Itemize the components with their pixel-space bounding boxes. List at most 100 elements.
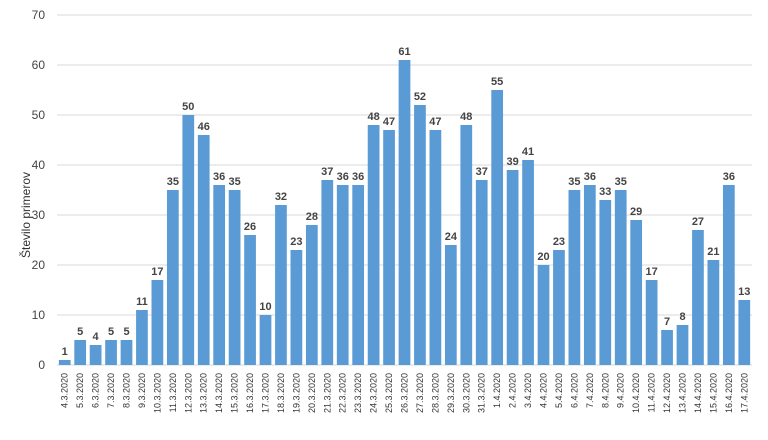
data-label: 32 [275,191,287,203]
bar [506,170,519,365]
data-label: 36 [352,171,364,183]
data-label: 35 [615,176,627,188]
x-category-label: 5.4.2020 [554,373,564,408]
x-category-label: 5.3.2020 [75,373,85,408]
bar [429,130,442,365]
y-tick-label: 10 [32,308,46,322]
bar [58,360,71,365]
y-tick-label: 70 [32,8,46,22]
bar [321,180,334,365]
bar [553,250,565,365]
bar [244,235,256,365]
data-label: 33 [599,186,611,198]
bar [383,130,395,365]
data-label: 48 [367,111,379,123]
data-label: 21 [707,246,719,258]
x-category-label: 1.4.2020 [492,373,502,408]
data-label: 36 [584,171,596,183]
data-label: 17 [151,266,163,278]
data-label: 8 [679,311,685,323]
bar [259,315,272,365]
data-label: 35 [167,176,179,188]
x-category-label: 16.3.2020 [245,373,255,413]
x-category-label: 16.4.2020 [724,373,734,413]
data-label: 50 [182,101,194,113]
bar [491,90,504,365]
bar [630,220,643,365]
x-category-label: 10.4.2020 [631,373,641,413]
y-tick-label: 0 [38,358,45,372]
bar [120,340,133,365]
bar [676,325,689,365]
x-category-label: 8.3.2020 [122,373,132,408]
x-category-label: 19.3.2020 [291,373,301,413]
x-category-label: 14.3.2020 [214,373,224,413]
x-category-label: 7.3.2020 [106,373,116,408]
x-category-label: 11.4.2020 [647,373,657,412]
data-label: 37 [476,166,488,178]
data-label: 36 [213,171,225,183]
y-tick-label: 20 [32,258,46,272]
x-category-label: 21.3.2020 [322,373,332,413]
y-tick-label: 60 [32,58,46,72]
bar [661,330,673,365]
bar [537,265,550,365]
x-category-label: 12.4.2020 [662,373,672,413]
data-label: 23 [553,236,565,248]
x-category-label: 11.3.2020 [168,373,178,412]
bar [475,180,488,365]
data-label: 1 [62,346,68,358]
x-category-label: 13.3.2020 [199,373,209,413]
data-label: 26 [244,221,256,233]
x-category-label: 9.4.2020 [616,373,626,408]
x-category-label: 27.3.2020 [415,373,425,413]
data-label: 55 [491,76,503,88]
x-category-label: 25.3.2020 [384,373,394,413]
x-category-label: 17.4.2020 [739,373,749,413]
bar [522,160,534,365]
bar [290,250,303,365]
data-label: 46 [198,121,210,133]
x-category-label: 22.3.2020 [338,373,348,413]
x-category-label: 17.3.2020 [261,373,271,413]
y-tick-label: 30 [32,208,46,222]
x-category-label: 3.4.2020 [523,373,533,408]
x-category-label: 7.4.2020 [585,373,595,408]
x-category-label: 8.4.2020 [600,373,610,408]
data-label: 39 [506,156,518,168]
data-label: 11 [136,296,148,308]
bar [568,190,581,365]
data-label: 17 [645,266,657,278]
bar [305,225,318,365]
bar [105,340,117,365]
x-category-label: 6.3.2020 [91,373,101,408]
data-label: 61 [398,46,410,58]
bar [197,135,210,365]
bar [614,190,627,365]
x-category-label: 6.4.2020 [569,373,579,408]
x-category-label: 14.4.2020 [693,373,703,413]
y-axis-label: Število primerov [18,172,33,258]
bar [182,115,195,365]
x-category-label: 24.3.2020 [369,373,379,413]
bar [213,185,226,365]
bar [136,310,148,365]
data-label: 13 [738,286,750,298]
x-category-label: 13.4.2020 [678,373,688,413]
data-label: 35 [228,176,240,188]
x-category-label: 10.3.2020 [152,373,162,413]
y-axis-ticks: 0 10 20 30 40 50 60 70 [32,8,46,372]
bar [738,300,751,365]
data-label: 37 [321,166,333,178]
bars [58,60,751,365]
data-label: 20 [537,251,549,263]
data-label: 28 [306,211,318,223]
x-category-label: 12.3.2020 [183,373,193,413]
bar [151,280,164,365]
y-tick-label: 40 [32,158,46,172]
bar [398,60,411,365]
bar [599,200,612,365]
bar [645,280,658,365]
